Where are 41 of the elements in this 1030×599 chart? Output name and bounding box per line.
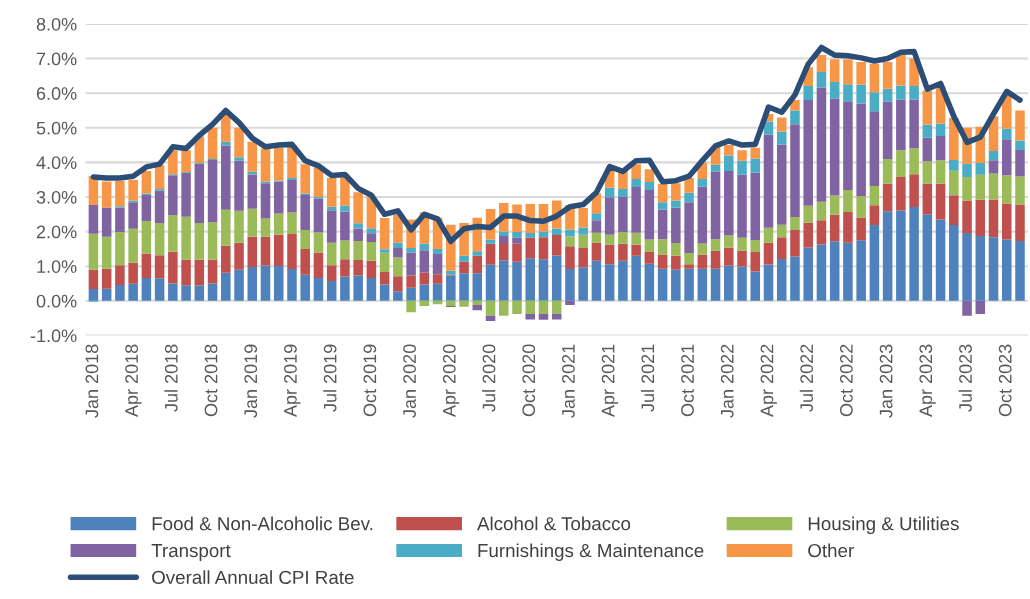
y-tick-label: -1.0% xyxy=(30,329,77,343)
x-tick-label: Oct 2023 xyxy=(998,344,1012,417)
x-tick-label: Jul 2020 xyxy=(482,344,496,412)
y-tick-label: 6.0% xyxy=(36,87,77,100)
x-tick-label: Jan 2020 xyxy=(403,344,416,418)
y-tick-label: 5.0% xyxy=(36,121,77,135)
legend-label: Food & Non-Alcoholic Bev. xyxy=(152,516,373,531)
legend-label: Alcohol & Tobacco xyxy=(477,516,631,531)
y-tick-label: 3.0% xyxy=(36,190,77,204)
legend-label: Overall Annual CPI Rate xyxy=(152,570,354,585)
x-tick-label: Apr 2023 xyxy=(919,344,936,418)
x-tick-label: Jan 2022 xyxy=(720,344,734,418)
x-tick-label: Oct 2020 xyxy=(522,344,536,417)
x-tick-label: Oct 2022 xyxy=(839,344,853,417)
x-tick-label: Jan 2021 xyxy=(562,344,575,418)
x-tick-label: Jul 2023 xyxy=(958,344,972,412)
x-tick-label: Oct 2019 xyxy=(363,344,377,417)
x-tick-label: Apr 2022 xyxy=(760,344,777,418)
y-tick-label: 2.0% xyxy=(36,225,77,239)
legend-label: Housing & Utilities xyxy=(808,516,959,535)
y-tick-label: 7.0% xyxy=(36,52,77,66)
x-tick-label: Apr 2018 xyxy=(125,344,142,418)
x-tick-label: Apr 2019 xyxy=(284,344,301,418)
x-tick-label: Oct 2018 xyxy=(204,344,218,417)
x-tick-label: Jan 2019 xyxy=(244,344,258,418)
x-tick-label: Jan 2023 xyxy=(879,344,893,418)
x-tick-label: Apr 2020 xyxy=(442,344,460,418)
x-tick-label: Jan 2018 xyxy=(85,344,99,418)
x-tick-label: Jul 2018 xyxy=(164,344,178,412)
legend-label: Furnishings & Maintenance xyxy=(478,543,704,561)
x-tick-label: Jul 2022 xyxy=(799,344,814,412)
x-tick-label: Jul 2019 xyxy=(323,344,337,412)
legend-label: Other xyxy=(808,543,854,558)
x-tick-label: Jul 2021 xyxy=(640,344,655,412)
x-tick-label: Apr 2021 xyxy=(601,344,619,418)
y-tick-label: 8.0% xyxy=(36,17,77,31)
y-tick-label: 4.0% xyxy=(36,156,77,170)
legend-label: Transport xyxy=(151,544,231,561)
x-tick-label: Oct 2021 xyxy=(681,344,694,417)
y-tick-label: 0.0% xyxy=(36,294,77,308)
y-tick-label: 1.0% xyxy=(37,260,77,273)
